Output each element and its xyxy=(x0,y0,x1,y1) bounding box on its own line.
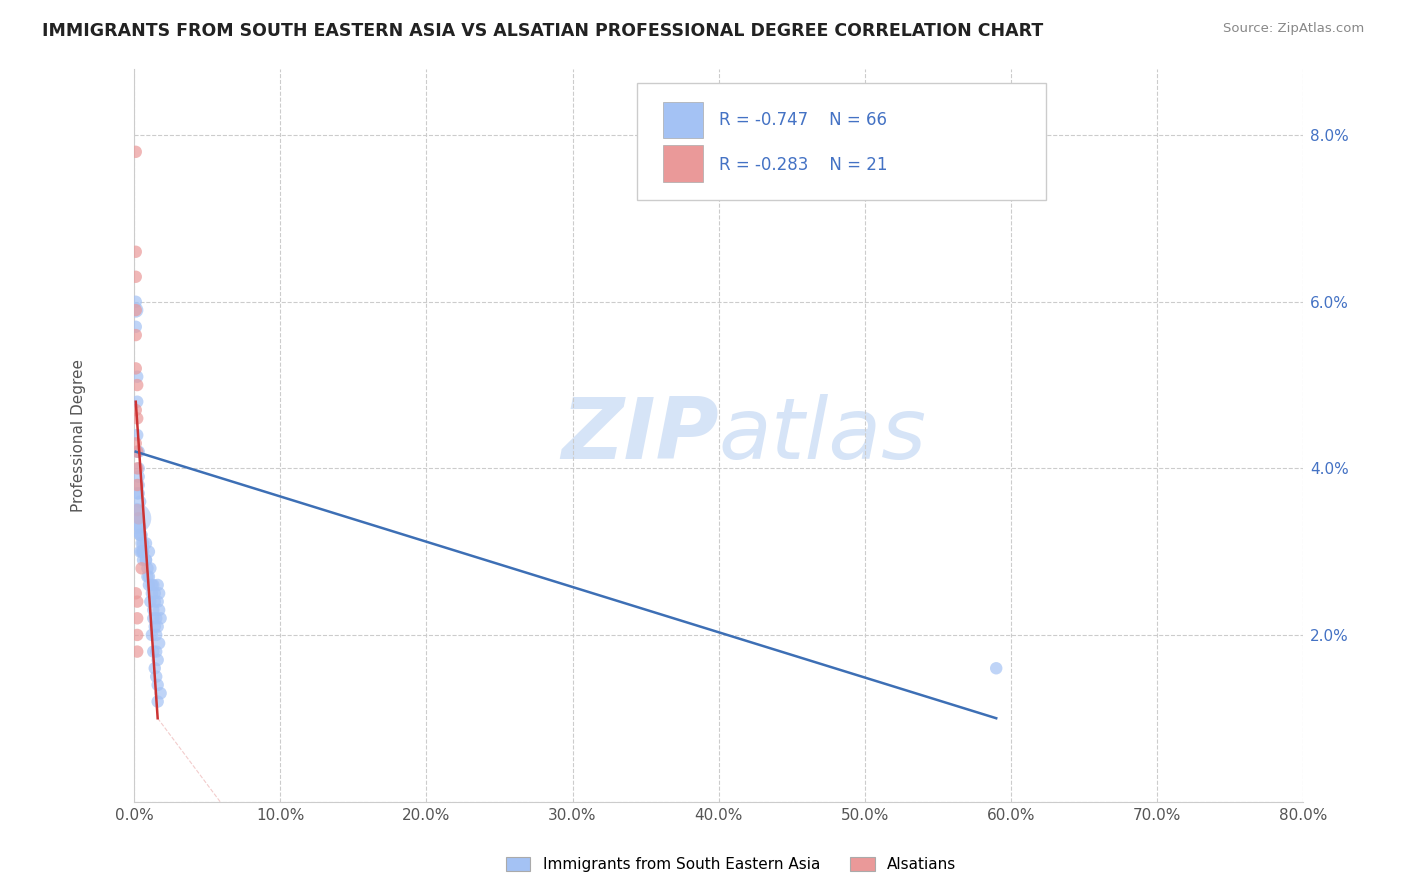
Point xyxy=(129,519,152,533)
Point xyxy=(128,519,150,533)
Point xyxy=(135,553,157,567)
Point xyxy=(143,594,166,608)
Point xyxy=(143,661,166,675)
Point xyxy=(128,478,150,492)
Point xyxy=(125,403,148,417)
Point xyxy=(145,611,167,625)
Y-axis label: Professional Degree: Professional Degree xyxy=(72,359,86,511)
Point xyxy=(146,578,169,592)
Text: Source: ZipAtlas.com: Source: ZipAtlas.com xyxy=(1223,22,1364,36)
Point xyxy=(125,319,148,334)
Point xyxy=(132,544,155,558)
Point xyxy=(142,603,165,617)
Point xyxy=(127,411,149,425)
Point xyxy=(128,511,150,525)
Point xyxy=(127,478,149,492)
Point xyxy=(139,561,162,575)
Point xyxy=(127,486,149,500)
Point xyxy=(142,644,165,658)
Point xyxy=(131,561,153,575)
Point xyxy=(132,553,155,567)
Point xyxy=(125,244,148,259)
Point xyxy=(148,586,170,600)
Point xyxy=(125,294,148,309)
Point xyxy=(148,603,170,617)
Point xyxy=(131,536,153,550)
Point xyxy=(127,644,149,658)
Point xyxy=(129,494,152,508)
Point xyxy=(986,661,1008,675)
Point xyxy=(129,544,152,558)
Point xyxy=(128,486,150,500)
Point xyxy=(143,586,166,600)
FancyBboxPatch shape xyxy=(662,145,703,182)
Point xyxy=(128,461,150,475)
Text: IMMIGRANTS FROM SOUTH EASTERN ASIA VS ALSATIAN PROFESSIONAL DEGREE CORRELATION C: IMMIGRANTS FROM SOUTH EASTERN ASIA VS AL… xyxy=(42,22,1043,40)
Point xyxy=(127,394,149,409)
Point xyxy=(132,536,155,550)
Point xyxy=(146,653,169,667)
Point xyxy=(149,686,172,700)
Point xyxy=(148,636,170,650)
Point xyxy=(127,444,149,458)
Point xyxy=(127,594,149,608)
Point xyxy=(125,269,148,284)
Point xyxy=(125,361,148,376)
Text: R = -0.747    N = 66: R = -0.747 N = 66 xyxy=(718,111,887,128)
Point xyxy=(145,670,167,684)
Point xyxy=(149,611,172,625)
Point xyxy=(141,628,163,642)
Point xyxy=(142,611,165,625)
Point xyxy=(145,644,167,658)
Point xyxy=(146,678,169,692)
Point xyxy=(125,328,148,343)
Point xyxy=(125,303,148,318)
Point xyxy=(128,511,150,525)
Point xyxy=(135,553,157,567)
Point xyxy=(136,561,159,575)
Point xyxy=(141,586,163,600)
Point xyxy=(125,303,148,318)
Point xyxy=(132,544,155,558)
Point xyxy=(128,444,150,458)
Point xyxy=(146,594,169,608)
Point xyxy=(143,619,166,633)
Legend: Immigrants from South Eastern Asia, Alsatians: Immigrants from South Eastern Asia, Alsa… xyxy=(498,849,965,880)
FancyBboxPatch shape xyxy=(662,102,703,138)
Point xyxy=(146,619,169,633)
Point xyxy=(127,628,149,642)
Point xyxy=(127,503,149,517)
Point xyxy=(127,503,149,517)
Point xyxy=(129,528,152,542)
Point xyxy=(145,628,167,642)
Point xyxy=(127,369,149,384)
Point xyxy=(129,528,152,542)
FancyBboxPatch shape xyxy=(637,83,1046,201)
Point xyxy=(138,544,160,558)
Point xyxy=(125,511,148,525)
Point xyxy=(136,569,159,583)
Point xyxy=(142,578,165,592)
Point xyxy=(141,578,163,592)
Point xyxy=(135,536,157,550)
Text: R = -0.283    N = 21: R = -0.283 N = 21 xyxy=(718,156,887,174)
Point xyxy=(131,544,153,558)
Point xyxy=(125,145,148,159)
Point xyxy=(127,511,149,525)
Point xyxy=(127,444,149,458)
Text: ZIP: ZIP xyxy=(561,393,718,476)
Point xyxy=(125,586,148,600)
Point xyxy=(131,528,153,542)
Point xyxy=(138,578,160,592)
Point xyxy=(139,594,162,608)
Point xyxy=(127,378,149,392)
Point xyxy=(127,611,149,625)
Point xyxy=(138,569,160,583)
Point xyxy=(146,695,169,709)
Text: atlas: atlas xyxy=(718,393,927,476)
Point xyxy=(127,461,149,475)
Point xyxy=(128,469,150,483)
Point xyxy=(125,436,148,450)
Point xyxy=(127,428,149,442)
